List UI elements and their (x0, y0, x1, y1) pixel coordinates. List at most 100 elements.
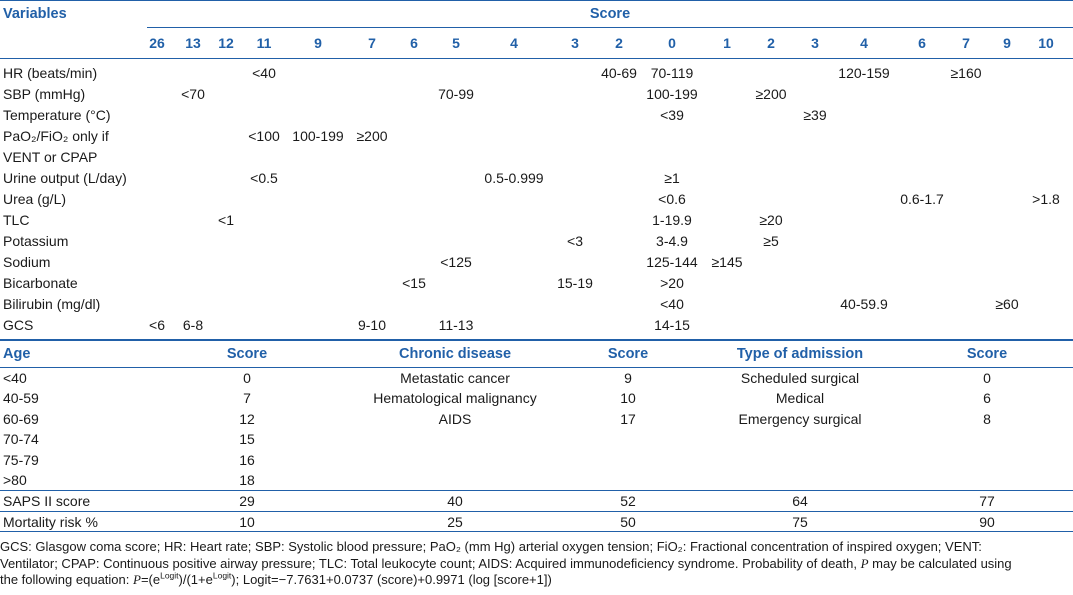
score-range-cell: 0.5-0.999 (484, 170, 544, 186)
bottom-cell: 10 (620, 390, 636, 407)
score-range-cell: <125 (440, 254, 472, 270)
bottom-row-label: Mortality risk % (3, 513, 98, 530)
score-range-cell: <100 (248, 128, 280, 144)
bottom-table-body: <40 0 Metastatic cancer 9 Scheduled surgical… (0, 368, 1073, 533)
bottom-cell: 25 (447, 513, 463, 530)
score-range-cell: 9-10 (357, 317, 387, 333)
score-range-cell: <6 (149, 317, 165, 333)
variable-row: Potassium <3 3-4.9 ≥5 (0, 231, 1073, 252)
variable-label: Temperature (°C) (3, 107, 111, 123)
bottom-cell: 40 (447, 493, 463, 510)
score-range-cell: <70 (181, 86, 205, 102)
bottom-table-header: Age Score Chronic disease Score Type of admi… (0, 341, 1073, 368)
score-range-cell: ≥20 (759, 212, 783, 228)
variable-label: Bilirubin (mg/dl) (3, 296, 101, 312)
bottom-row-label: <40 (3, 370, 27, 386)
variable-row: Sodium <125 125-144 ≥145 (0, 252, 1073, 273)
score-range-cell: ≥1 (664, 170, 680, 186)
bottom-cell: 9 (624, 370, 632, 386)
bottom-row-label: >80 (3, 471, 27, 488)
variables-header: Variables (3, 6, 67, 22)
score-range-cell: 14-15 (654, 317, 690, 333)
variable-row: Temperature (°C) <39 ≥39 (0, 105, 1073, 126)
score-range-cell: 6-8 (182, 317, 204, 333)
score-range-cell: >20 (660, 275, 684, 291)
variable-row: Bilirubin (mg/dl) <40 40-59.9 ≥60 (0, 294, 1073, 315)
bottom-column-header: Score (607, 346, 649, 362)
bottom-cell: 29 (239, 493, 255, 510)
bottom-cell: Metastatic cancer (400, 370, 510, 386)
score-column-header: 0 (668, 35, 676, 51)
variable-label: PaO₂/FiO₂ only if (3, 128, 109, 144)
score-column-header: 11 (256, 35, 272, 51)
score-range-cell: >1.8 (1032, 191, 1060, 207)
bottom-table-row: Mortality risk % 10 25 50 75 90 (0, 510, 1073, 531)
bottom-cell: Hematological malignancy (373, 390, 537, 407)
bottom-column-header: Type of admission (736, 346, 864, 362)
score-header: Score (589, 6, 631, 22)
bottom-cell: 64 (792, 493, 808, 510)
score-column-header: 10 (1038, 35, 1054, 51)
variable-label-line2: VENT or CPAP (3, 149, 98, 165)
variable-row: HR (beats/min) <40 40-69 70-119 120-159 ≥160 (0, 63, 1073, 84)
bottom-cell: Emergency surgical (738, 410, 862, 427)
score-column-header: 3 (571, 35, 579, 51)
score-range-cell: 70-99 (438, 86, 474, 102)
bottom-cell: 15 (239, 431, 255, 448)
bottom-cell: 6 (983, 390, 991, 407)
score-column-header: 3 (811, 35, 819, 51)
variable-row: PaO₂/FiO₂ only if VENT or CPAP <100 100-199… (0, 126, 1073, 168)
score-range-cell: 15-19 (557, 275, 593, 291)
variable-label: TLC (3, 212, 30, 228)
variable-label: Urea (g/L) (3, 191, 67, 207)
variable-row: TLC <1 1-19.9 ≥20 (0, 210, 1073, 231)
bottom-table-row: 40-59 7 Hematological malignancy 10 Medical 6 (0, 388, 1073, 408)
score-column-header: 9 (1003, 35, 1011, 51)
score-range-cell: <3 (567, 233, 583, 249)
bottom-cell: 52 (620, 493, 636, 510)
variable-row: Urine output (L/day) <0.5 0.5-0.999 ≥1 (0, 168, 1073, 189)
variable-row: Bicarbonate <15 15-19 >20 (0, 273, 1073, 294)
score-column-header: 4 (860, 35, 868, 51)
bottom-row-label: SAPS II score (3, 493, 91, 510)
bottom-row-label: 70-74 (3, 431, 39, 448)
bottom-column-header: Score (966, 346, 1008, 362)
score-range-cell: <1 (218, 212, 234, 228)
score-range-cell: 0.6-1.7 (900, 191, 944, 207)
score-range-cell: ≥60 (995, 296, 1019, 312)
score-range-cell: 100-199 (292, 128, 344, 144)
score-column-header: 2 (767, 35, 775, 51)
score-range-cell: 100-199 (646, 86, 698, 102)
bottom-cell: 16 (239, 451, 255, 468)
score-range-cell: ≥39 (803, 107, 827, 123)
bottom-table-row: 75-79 16 (0, 450, 1073, 470)
score-column-header: 13 (185, 35, 201, 51)
score-numbers-row: 26 13 12 11 9 7 6 5 4 3 2 0 1 2 3 4 6 7 9 10 (0, 28, 1073, 59)
footnote-line: Ventilator; CPAP: Continuous positive ai… (0, 555, 1012, 571)
bottom-cell: 7 (243, 390, 251, 407)
score-range-cell: <40 (252, 65, 276, 81)
variable-label: Bicarbonate (3, 275, 78, 291)
score-range-cell: 120-159 (838, 65, 890, 81)
bottom-cell: 75 (792, 513, 808, 530)
footnote: GCS: Glasgow coma score; HR: Heart rate;… (0, 532, 1073, 589)
bottom-table-row: <40 0 Metastatic cancer 9 Scheduled surgical… (0, 368, 1073, 388)
variable-label: GCS (3, 317, 34, 333)
score-header-underline (147, 27, 1073, 28)
variable-row: SBP (mmHg) <70 70-99 100-199 ≥200 (0, 84, 1073, 105)
score-range-cell: <40 (660, 296, 684, 312)
score-column-header: 9 (314, 35, 322, 51)
bottom-cell: 17 (620, 410, 636, 427)
bottom-row-label: 40-59 (3, 390, 39, 407)
bottom-cell: 12 (239, 410, 255, 427)
variable-label: SBP (mmHg) (3, 86, 86, 102)
variable-label: Sodium (3, 254, 51, 270)
bottom-cell: 90 (979, 513, 995, 530)
bottom-column-header: Score (226, 346, 268, 362)
score-range-cell: 1-19.9 (652, 212, 692, 228)
bottom-cell: AIDS (438, 410, 472, 427)
bottom-cell: 18 (239, 471, 255, 488)
score-column-header: 4 (510, 35, 518, 51)
score-range-cell: <15 (402, 275, 426, 291)
bottom-cell: 0 (983, 370, 991, 386)
